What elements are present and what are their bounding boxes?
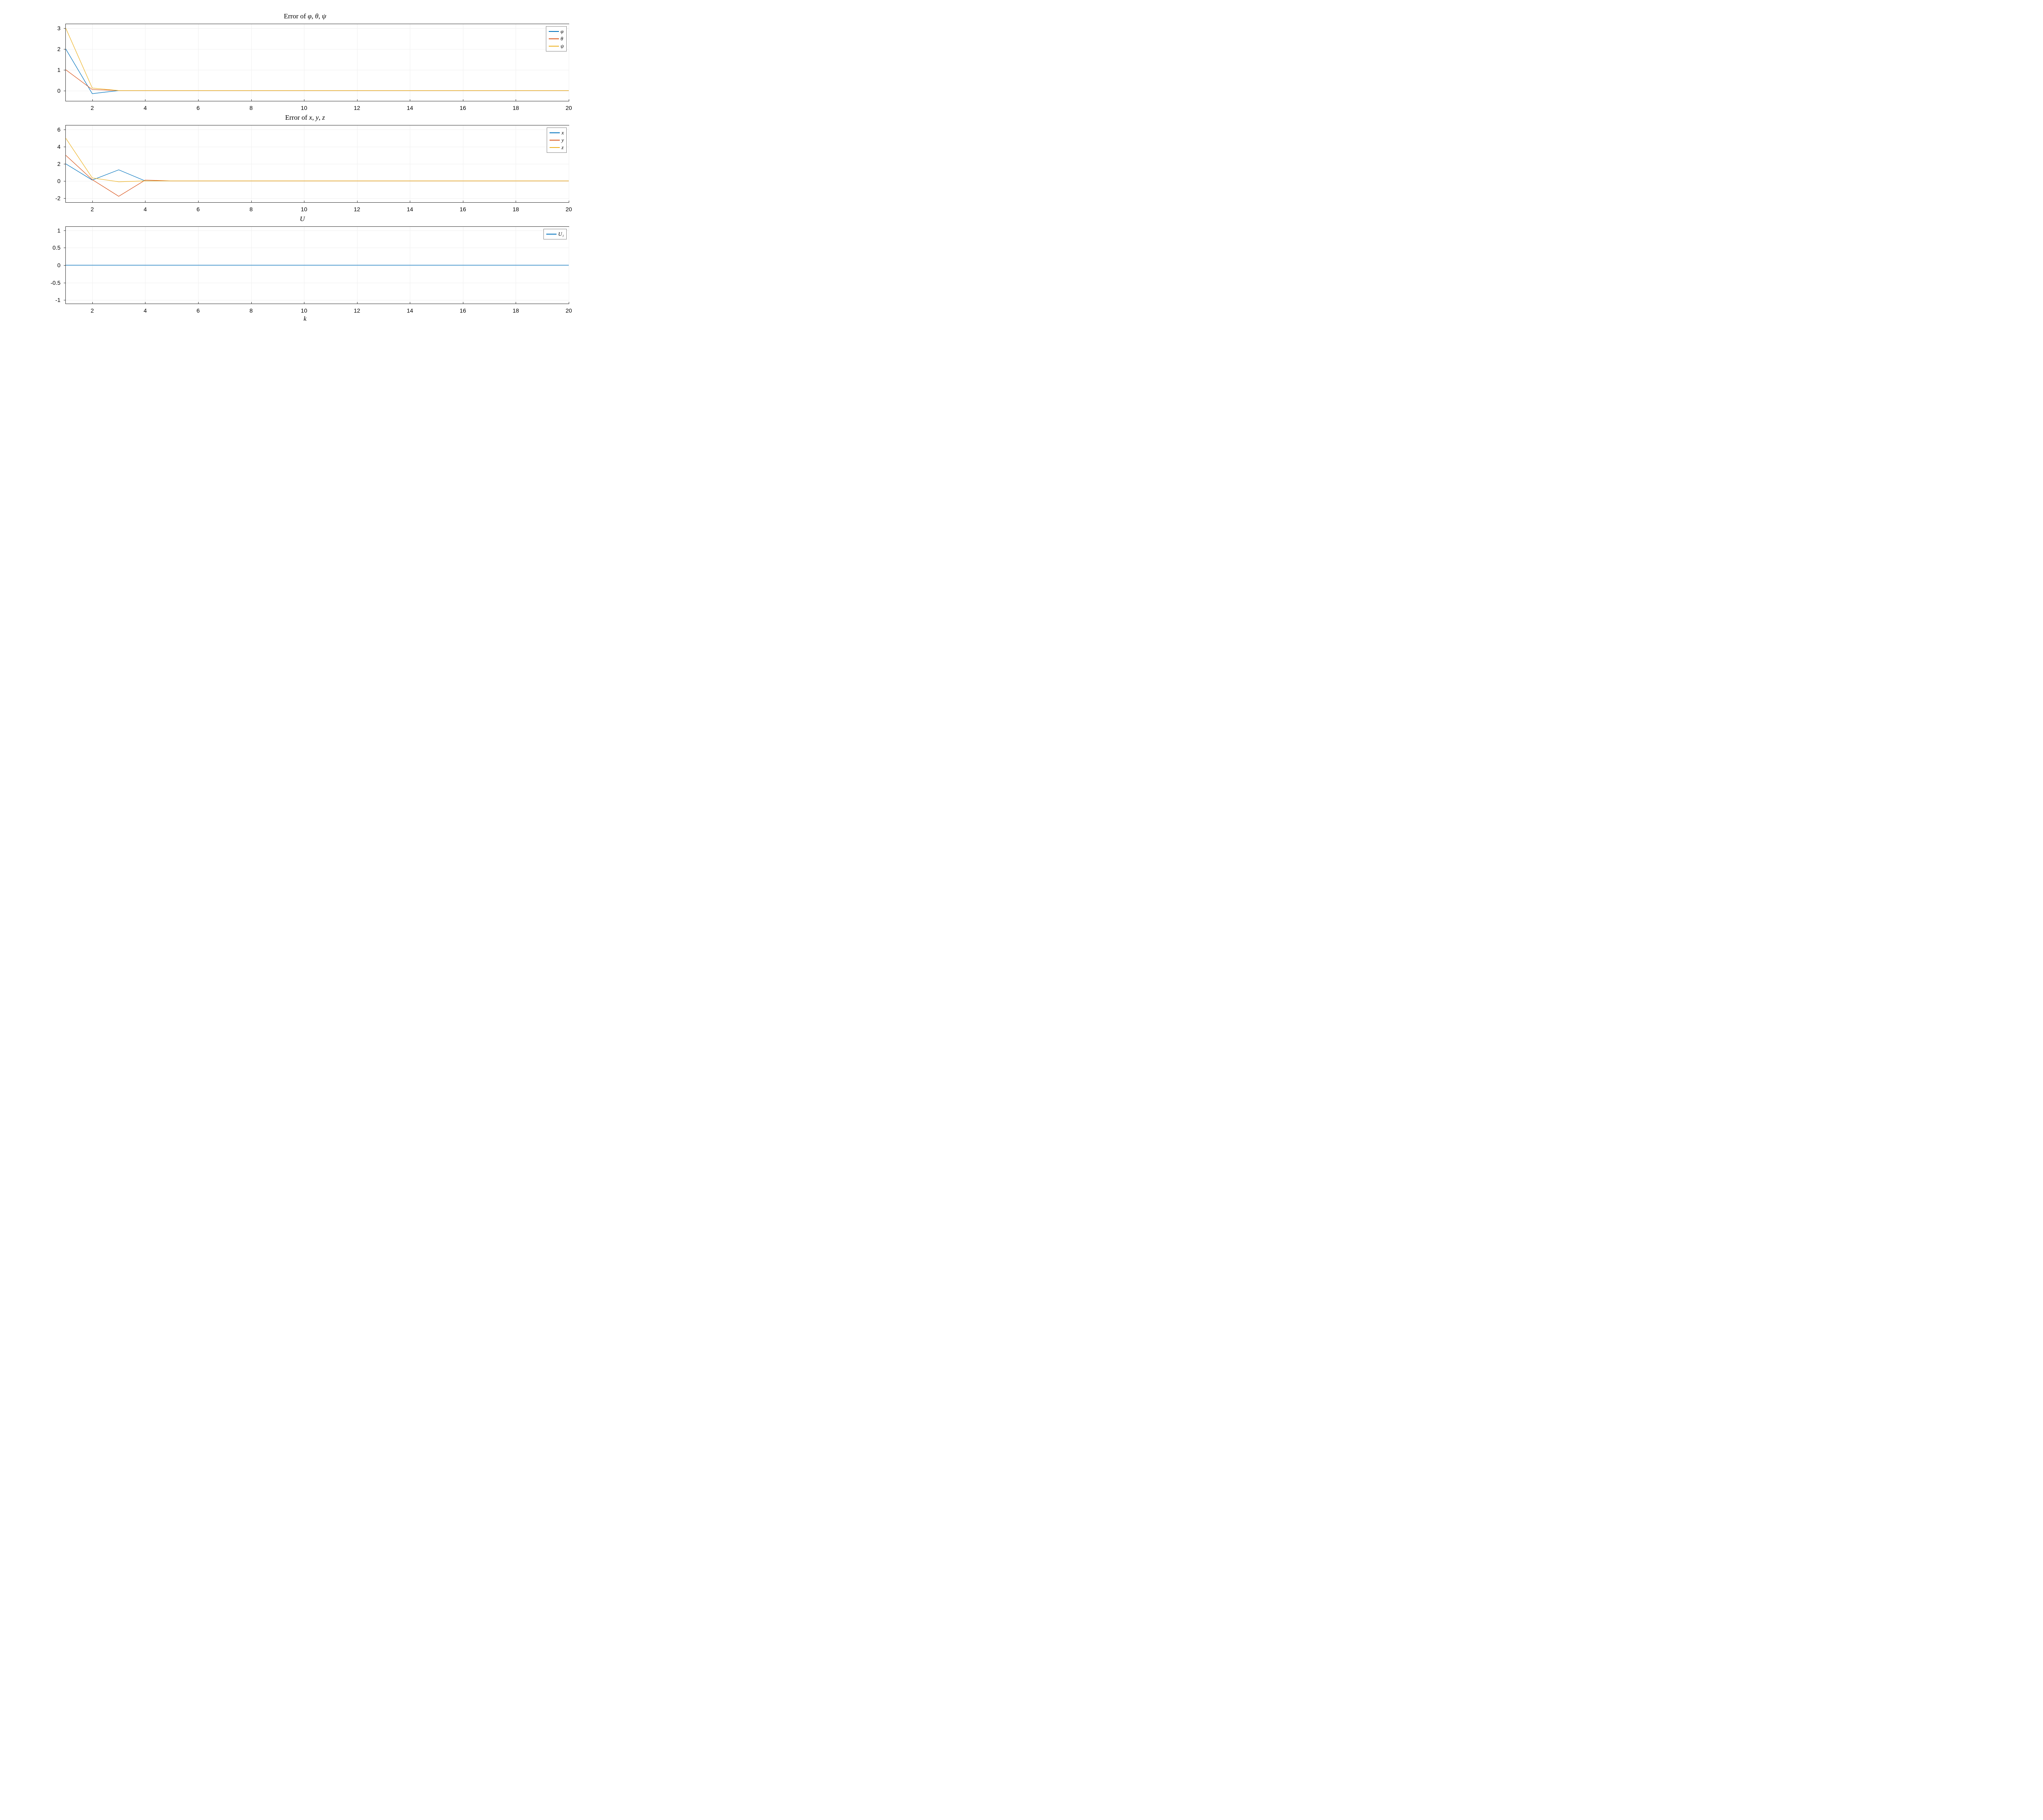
y-tick-label: 0 bbox=[57, 87, 60, 94]
chart-3-container: U⃗ -1-0.500.51 2468101214161820 U₁ k bbox=[41, 215, 569, 323]
series-line-x bbox=[66, 164, 569, 181]
chart-3-x-axis: 2 4 6 8 10 12 14 16 18 20 bbox=[66, 304, 569, 314]
y-tick-label: 1 bbox=[57, 67, 60, 73]
y-tick-label: -1 bbox=[56, 297, 60, 303]
x-tick-label: 14 bbox=[407, 206, 413, 212]
y-tick-label: -0.5 bbox=[51, 279, 60, 286]
x-tick-label: 20 bbox=[566, 206, 572, 212]
chart-2-plot: -20246 2468101214161820 xyz bbox=[65, 125, 569, 203]
x-tick-label: 6 bbox=[197, 206, 200, 212]
chart-3-plot: -1-0.500.51 2468101214161820 U₁ bbox=[65, 226, 569, 304]
x-tick-label: 18 bbox=[513, 105, 519, 111]
chart-series-svg bbox=[66, 227, 569, 304]
series-line-y bbox=[66, 155, 569, 196]
x-tick-label: 4 bbox=[143, 105, 147, 111]
x-tick-label: 12 bbox=[354, 206, 360, 212]
y-tick-label: -2 bbox=[56, 195, 60, 201]
chart-1-container: Error of φ, θ, ψ 0123 2468101214161820 φ… bbox=[41, 12, 569, 101]
x-tick-label: 14 bbox=[407, 307, 413, 314]
x-tick-label: 4 bbox=[143, 206, 147, 212]
chart-2-title-text: Error of x, y, z bbox=[285, 114, 325, 121]
y-tick-label: 1 bbox=[57, 227, 60, 234]
x-tick-label: 8 bbox=[250, 105, 253, 111]
y-tick-label: 2 bbox=[57, 161, 60, 167]
x-tick-label: 4 bbox=[143, 307, 147, 314]
x-tick-label: 10 bbox=[301, 307, 307, 314]
chart-1-title: Error of φ, θ, ψ bbox=[41, 12, 569, 20]
x-tick-label: 10 bbox=[301, 206, 307, 212]
chart-3-y-axis: -1 -0.5 0 0.5 1 bbox=[45, 227, 64, 304]
chart-1-plot: 0123 2468101214161820 φθψ bbox=[65, 24, 569, 101]
chart-2-x-axis: 2 4 6 8 10 12 14 16 18 20 bbox=[66, 203, 569, 213]
x-tick-label: 8 bbox=[250, 307, 253, 314]
y-tick-label: 0 bbox=[57, 178, 60, 184]
series-line-z bbox=[66, 138, 569, 182]
x-tick-label: 14 bbox=[407, 105, 413, 111]
y-tick-label: 3 bbox=[57, 25, 60, 31]
y-tick-label: 4 bbox=[57, 143, 60, 150]
chart-2-y-axis: -2 0 2 4 6 bbox=[45, 125, 64, 202]
chart-3-x-label: k bbox=[41, 315, 569, 323]
x-tick-label: 20 bbox=[566, 105, 572, 111]
x-tick-label: 18 bbox=[513, 307, 519, 314]
chart-1-y-axis: 0 1 2 3 bbox=[45, 24, 64, 101]
x-tick-label: 20 bbox=[566, 307, 572, 314]
chart-3-title: U⃗ bbox=[41, 215, 569, 223]
x-tick-label: 6 bbox=[197, 307, 200, 314]
chart-1-x-axis: 2 4 6 8 10 12 14 16 18 20 bbox=[66, 101, 569, 112]
x-tick-label: 2 bbox=[91, 105, 94, 111]
chart-3-title-text: U⃗ bbox=[300, 215, 311, 223]
x-tick-label: 10 bbox=[301, 105, 307, 111]
x-tick-label: 18 bbox=[513, 206, 519, 212]
x-tick-label: 12 bbox=[354, 105, 360, 111]
series-line-phi bbox=[66, 49, 569, 94]
y-tick-label: 0 bbox=[57, 262, 60, 268]
x-tick-label: 6 bbox=[197, 105, 200, 111]
series-line-theta bbox=[66, 70, 569, 91]
chart-2-title: Error of x, y, z bbox=[41, 114, 569, 122]
y-tick-label: 6 bbox=[57, 126, 60, 133]
x-tick-label: 16 bbox=[460, 105, 466, 111]
y-tick-label: 0.5 bbox=[53, 244, 60, 251]
x-tick-label: 16 bbox=[460, 307, 466, 314]
x-tick-label: 2 bbox=[91, 307, 94, 314]
chart-2-container: Error of x, y, z -20246 2468101214161820… bbox=[41, 114, 569, 203]
x-tick-label: 2 bbox=[91, 206, 94, 212]
chart-1-title-text: Error of φ, θ, ψ bbox=[284, 12, 326, 20]
x-tick-label: 8 bbox=[250, 206, 253, 212]
x-tick-label: 16 bbox=[460, 206, 466, 212]
chart-series-svg bbox=[66, 125, 569, 202]
series-line-psi bbox=[66, 28, 569, 90]
chart-series-svg bbox=[66, 24, 569, 101]
y-tick-label: 2 bbox=[57, 46, 60, 52]
x-tick-label: 12 bbox=[354, 307, 360, 314]
